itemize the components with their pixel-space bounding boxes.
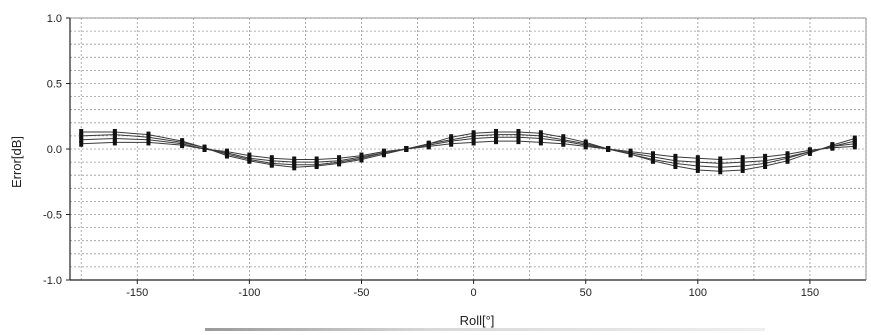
data-point: [494, 134, 499, 141]
data-point: [516, 134, 521, 141]
data-point: [516, 138, 521, 145]
data-point: [695, 155, 700, 162]
data-point: [202, 146, 207, 152]
data-point: [79, 132, 84, 139]
data-point: [740, 163, 745, 170]
x-tick-label: 0: [471, 287, 477, 299]
y-axis-title: Error[dB]: [9, 136, 24, 188]
data-point: [381, 148, 386, 155]
series-line: [81, 136, 855, 164]
data-point: [718, 156, 723, 163]
x-tick-label: -150: [126, 287, 148, 299]
data-point: [763, 157, 768, 164]
y-tick-labels: -1.0 -0.5 0.0 0.5 1.0: [43, 13, 70, 287]
data-point: [695, 159, 700, 166]
data-point: [359, 152, 364, 159]
scan-artifact-bar: [205, 328, 765, 331]
data-point: [695, 166, 700, 173]
data-point: [785, 151, 790, 158]
data-point: [538, 139, 543, 146]
data-point: [830, 144, 835, 151]
data-point: [673, 153, 678, 160]
data-point: [292, 156, 297, 163]
data-point: [269, 155, 274, 162]
x-tick-label: 150: [801, 287, 819, 299]
data-point: [718, 160, 723, 167]
data-point: [471, 139, 476, 146]
series-layer: [79, 128, 857, 175]
x-axis-title: Roll[°]: [460, 313, 495, 328]
data-point: [561, 140, 566, 147]
series-4: [79, 138, 857, 163]
data-point: [763, 153, 768, 160]
data-point: [471, 135, 476, 142]
data-point: [79, 136, 84, 143]
y-tick-label: -1.0: [43, 275, 62, 287]
data-point: [404, 146, 409, 152]
data-point: [606, 146, 611, 152]
data-point: [180, 142, 185, 149]
data-point: [494, 138, 499, 145]
data-point: [224, 148, 229, 155]
data-point: [79, 140, 84, 147]
x-tick-label: -50: [354, 287, 370, 299]
data-point: [740, 159, 745, 166]
y-tick-label: 0.5: [47, 79, 62, 91]
data-point: [314, 156, 319, 163]
x-tick-label: 50: [580, 287, 592, 299]
data-point: [247, 152, 252, 159]
data-point: [538, 135, 543, 142]
data-point: [673, 157, 678, 164]
data-point: [740, 155, 745, 162]
data-point: [337, 155, 342, 162]
x-tick-label: 100: [689, 287, 707, 299]
data-point: [718, 164, 723, 171]
data-point: [449, 140, 454, 147]
x-tick-labels: -150 -100 -50 0 50 100 150: [126, 280, 819, 299]
data-point: [852, 143, 857, 150]
data-point: [112, 139, 117, 146]
series-line: [81, 140, 855, 161]
data-point: [146, 139, 151, 146]
y-tick-label: -0.5: [43, 210, 62, 222]
y-tick-label: 0.0: [47, 144, 62, 156]
data-point: [718, 168, 723, 175]
data-point: [426, 143, 431, 150]
data-point: [79, 128, 84, 135]
series-line: [81, 134, 855, 168]
data-point: [112, 131, 117, 138]
y-tick-label: 1.0: [47, 13, 62, 25]
series-line: [81, 131, 855, 172]
data-point: [650, 151, 655, 158]
data-point: [695, 163, 700, 170]
data-point: [807, 147, 812, 154]
data-point: [583, 143, 588, 150]
x-tick-label: -100: [238, 287, 260, 299]
data-point: [740, 166, 745, 173]
data-point: [628, 148, 633, 155]
data-point: [112, 135, 117, 142]
